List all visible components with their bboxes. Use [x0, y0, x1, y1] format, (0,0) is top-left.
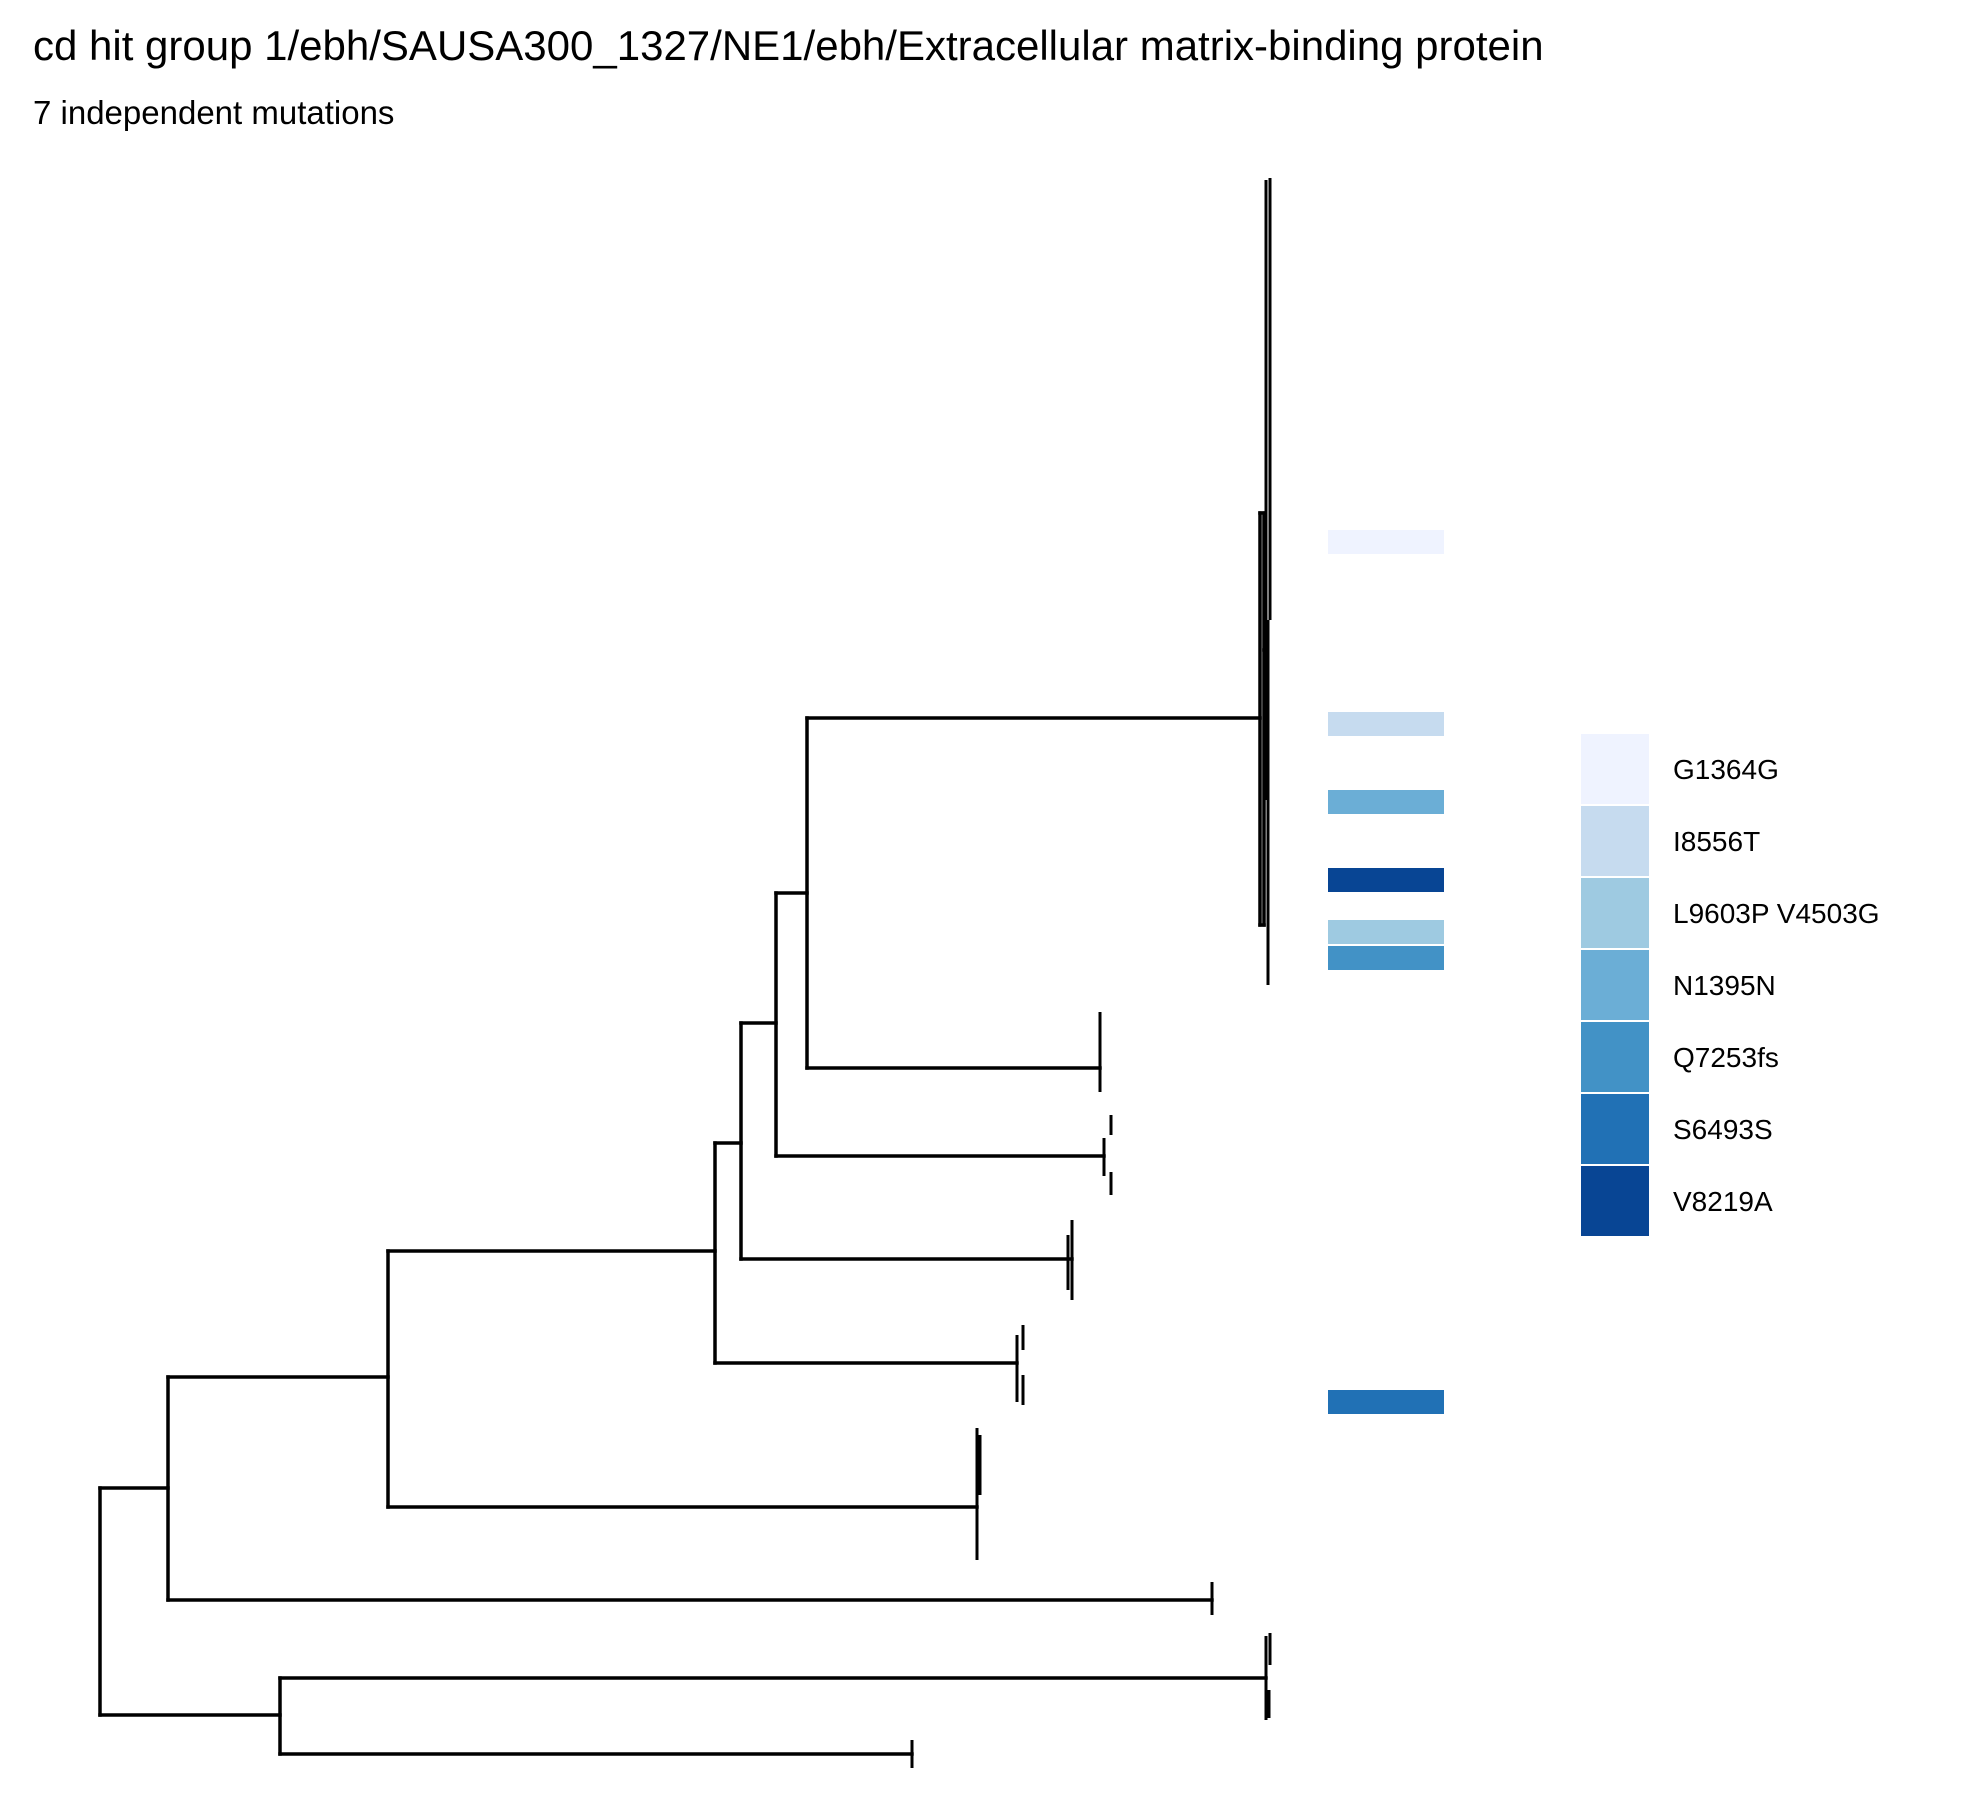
legend-swatch — [1579, 1164, 1651, 1238]
legend-swatch — [1579, 732, 1651, 806]
legend-label: G1364G — [1673, 754, 1779, 785]
legend-swatch — [1579, 948, 1651, 1022]
mutation-mark — [1328, 868, 1444, 892]
chart-title: cd hit group 1/ebh/SAUSA300_1327/NE1/ebh… — [33, 22, 1544, 69]
mutation-mark — [1328, 790, 1444, 814]
legend: G1364G I8556T L9603P V4503G N1395N Q7253fs S6… — [1579, 732, 1880, 1238]
mutation-mark — [1328, 530, 1444, 554]
legend-label: I8556T — [1673, 826, 1760, 857]
mutation-mark — [1328, 712, 1444, 736]
mutation-marks — [1328, 530, 1444, 1414]
mutation-mark — [1328, 946, 1444, 970]
legend-label: N1395N — [1673, 970, 1776, 1001]
legend-label: V8219A — [1673, 1186, 1773, 1217]
legend-label: S6493S — [1673, 1114, 1773, 1145]
tree-branches — [98, 511, 1268, 1756]
legend-swatch — [1579, 876, 1651, 950]
chart-subtitle: 7 independent mutations — [33, 94, 395, 131]
legend-swatch — [1579, 804, 1651, 878]
mutation-mark — [1328, 920, 1444, 944]
legend-label: L9603P V4503G — [1673, 898, 1880, 929]
mutation-mark — [1328, 1390, 1444, 1414]
legend-label: Q7253fs — [1673, 1042, 1779, 1073]
legend-swatch — [1579, 1092, 1651, 1166]
tree-tips — [910, 178, 1272, 1768]
legend-swatch — [1579, 1020, 1651, 1094]
